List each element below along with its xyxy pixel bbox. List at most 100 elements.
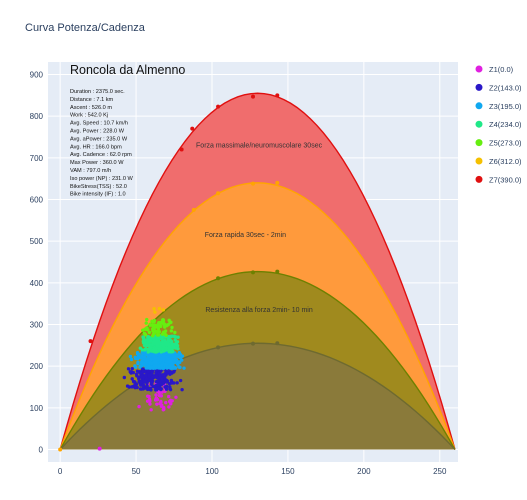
y-tick-label: 600 bbox=[30, 196, 44, 205]
legend-label: Z5(273.0) bbox=[489, 139, 522, 148]
scatter-point bbox=[144, 374, 148, 378]
curve-point bbox=[216, 104, 221, 109]
scatter-point bbox=[159, 369, 163, 373]
stats-line: Iso power (NP) : 231.0 W bbox=[70, 176, 134, 182]
scatter-point bbox=[162, 405, 166, 410]
scatter-point bbox=[160, 363, 164, 367]
scatter-point bbox=[148, 322, 152, 327]
scatter-point bbox=[157, 339, 161, 344]
y-tick-label: 800 bbox=[30, 112, 44, 121]
scatter-point bbox=[131, 370, 136, 375]
scatter-point bbox=[175, 340, 180, 344]
x-tick-label: 200 bbox=[357, 467, 371, 476]
scatter-point bbox=[153, 323, 157, 327]
scatter-point bbox=[164, 346, 168, 350]
scatter-point bbox=[138, 380, 143, 384]
curve-point bbox=[191, 207, 196, 212]
scatter-point bbox=[141, 328, 145, 332]
stats-line: Avg. aPower : 235.0 W bbox=[70, 136, 128, 142]
scatter-point bbox=[165, 343, 169, 347]
scatter-point bbox=[157, 373, 162, 378]
scatter-point bbox=[157, 391, 162, 395]
scatter-point bbox=[154, 388, 158, 392]
scatter-point bbox=[157, 347, 162, 351]
scatter-point bbox=[165, 370, 169, 375]
scatter-point bbox=[152, 307, 156, 311]
scatter-point bbox=[125, 384, 130, 388]
scatter-point bbox=[150, 380, 154, 385]
scatter-point bbox=[168, 387, 172, 391]
scatter-point bbox=[155, 364, 159, 368]
curve-point bbox=[275, 341, 280, 346]
scatter-point bbox=[159, 381, 164, 386]
scatter-point bbox=[142, 355, 147, 359]
curve-point bbox=[251, 341, 255, 346]
scatter-point bbox=[169, 329, 174, 333]
y-tick-label: 0 bbox=[39, 446, 44, 455]
scatter-point bbox=[178, 352, 183, 357]
scatter-point bbox=[156, 386, 160, 390]
scatter-point bbox=[169, 378, 174, 383]
scatter-point bbox=[140, 374, 144, 378]
legend-marker bbox=[475, 102, 483, 110]
scatter-point bbox=[145, 384, 149, 388]
scatter-point bbox=[161, 318, 166, 323]
legend-marker bbox=[475, 139, 483, 147]
scatter-point bbox=[168, 321, 172, 325]
scatter-point bbox=[143, 362, 147, 366]
zone-curve bbox=[59, 342, 456, 450]
scatter-point bbox=[178, 378, 183, 383]
scatter-point bbox=[150, 376, 155, 380]
scatter-point bbox=[165, 323, 169, 328]
scatter-point bbox=[141, 369, 145, 374]
scatter-point bbox=[150, 372, 154, 376]
scatter-point bbox=[169, 334, 173, 339]
curve-point bbox=[275, 269, 280, 274]
stats-line: Ascent : 526.0 m bbox=[70, 105, 112, 111]
legend-label: Z4(234.0) bbox=[489, 120, 522, 129]
scatter-point bbox=[137, 404, 141, 409]
scatter-point bbox=[136, 361, 140, 366]
scatter-point bbox=[167, 382, 172, 386]
scatter-point bbox=[144, 321, 148, 325]
stats-line: BikeStress(TSS) : 52.0 bbox=[70, 184, 127, 190]
stats-line: VAM : 797.0 m/h bbox=[70, 168, 111, 174]
scatter-point bbox=[150, 369, 155, 374]
scatter-point bbox=[153, 310, 157, 314]
zone-labels: Forza massimale/neuromuscolare 30sec Forz… bbox=[196, 142, 323, 314]
legend-label: Z6(312.0) bbox=[489, 157, 522, 166]
scatter-point bbox=[170, 325, 174, 330]
scatter-point bbox=[156, 382, 160, 387]
scatter-point bbox=[164, 387, 169, 391]
scatter-point bbox=[146, 355, 150, 360]
stats-line: Avg. HR : 166.0 bpm bbox=[70, 144, 122, 150]
scatter-point bbox=[175, 381, 179, 385]
stats-line: Max Power : 360.0 W bbox=[70, 160, 124, 166]
scatter-point bbox=[133, 380, 137, 384]
curve-point bbox=[216, 191, 221, 196]
scatter-point bbox=[129, 357, 134, 362]
scatter-point bbox=[173, 330, 177, 335]
stats-line: Avg. Power : 228.0 W bbox=[70, 129, 125, 135]
legend-label: Z7(390.0) bbox=[489, 175, 522, 184]
scatter-point bbox=[149, 336, 153, 341]
scatter-point bbox=[160, 390, 164, 394]
scatter-point bbox=[146, 340, 151, 344]
scatter-point bbox=[178, 360, 182, 365]
scatter-point bbox=[138, 346, 143, 350]
x-tick-label: 250 bbox=[433, 467, 447, 476]
legend-label: Z3(195.0) bbox=[489, 102, 522, 111]
x-tick-label: 0 bbox=[58, 467, 63, 476]
y-tick-label: 300 bbox=[30, 321, 44, 330]
scatter-point bbox=[130, 367, 134, 371]
scatter-point bbox=[161, 354, 166, 358]
stats-line: Avg. Cadence : 62.0 rpm bbox=[70, 152, 132, 158]
scatter-point bbox=[165, 357, 170, 361]
scatter-point bbox=[147, 397, 152, 402]
scatter-point bbox=[151, 340, 155, 345]
scatter-point bbox=[158, 353, 163, 358]
scatter-point bbox=[167, 344, 172, 348]
scatter-point bbox=[133, 355, 137, 360]
zone-label: Resistenza alla forza 2min- 10 min bbox=[205, 307, 312, 314]
legend-marker bbox=[475, 175, 483, 183]
